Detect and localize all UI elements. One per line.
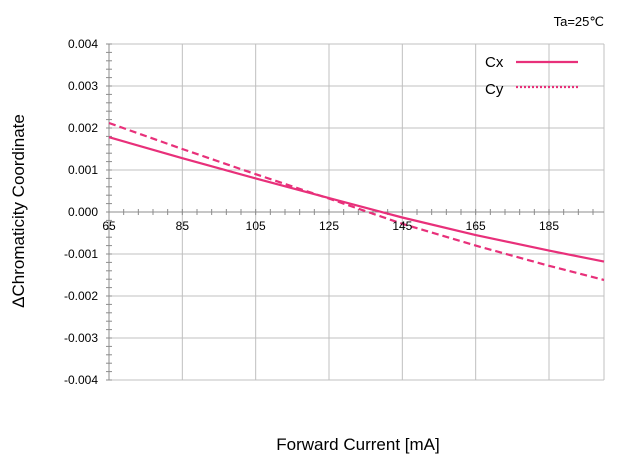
y-tick-label: -0.003 (64, 331, 98, 345)
y-tick-label: -0.004 (64, 373, 98, 387)
x-axis-title: Forward Current [mA] (276, 435, 439, 454)
y-tick-label: 0.003 (68, 79, 98, 93)
series-line-cy (108, 121, 605, 282)
x-tick-label: 165 (466, 219, 486, 233)
x-tick-label: 65 (102, 219, 116, 233)
condition-label: Ta=25℃ (554, 14, 604, 29)
y-tick-label: 0.001 (68, 163, 98, 177)
x-tick-label: 85 (176, 219, 190, 233)
label-layer: 0.004 0.003 0.002 0.001 0.000 -0.001 -0.002 -0.… (64, 37, 559, 387)
y-tick-label: 0.002 (68, 121, 98, 135)
series-line-cx (108, 136, 605, 263)
series-layer (108, 121, 605, 282)
legend: Cx Cy (485, 54, 578, 98)
y-tick-label: 0.004 (68, 37, 98, 51)
y-axis-title: ΔChromaticity Coordinate (9, 114, 28, 308)
axis-layer (106, 43, 604, 381)
legend-label-cx: Cx (485, 54, 504, 71)
x-tick-label: 185 (539, 219, 559, 233)
x-tick-label: 125 (319, 219, 339, 233)
legend-label-cy: Cy (485, 81, 504, 98)
x-tick-label: 105 (246, 219, 266, 233)
y-tick-label: 0.000 (68, 205, 98, 219)
y-tick-label: -0.002 (64, 289, 98, 303)
y-tick-label: -0.001 (64, 247, 98, 261)
x-tick-label: 145 (392, 219, 412, 233)
